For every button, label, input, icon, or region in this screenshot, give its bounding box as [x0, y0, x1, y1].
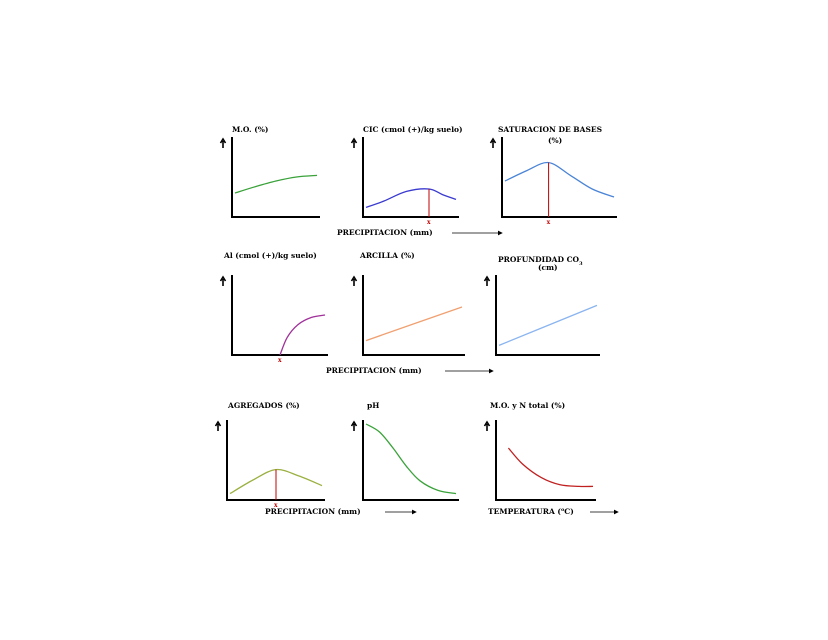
- chart-4-marker-label: x: [278, 357, 282, 364]
- up-arrow-icon: [219, 137, 227, 148]
- x-label-row3-left-text: PRECIPITACION (mm): [265, 507, 361, 516]
- chart-9-series-line: [507, 447, 594, 488]
- chart-3-series-line: [504, 161, 615, 198]
- chart-2-axes: [362, 137, 459, 218]
- up-arrow-icon: [350, 275, 358, 286]
- chart-3-subtitle: (%): [548, 136, 562, 145]
- chart-5-series-line: [365, 306, 463, 342]
- chart-7-marker-label: x: [274, 502, 278, 509]
- chart-9-axes: [495, 420, 596, 501]
- x-axis-label-row1: PRECIPITACION (mm): [337, 228, 503, 237]
- up-arrow-icon: [489, 137, 497, 148]
- chart-2-marker-label: x: [427, 219, 431, 226]
- chart-2-series-line: [365, 188, 457, 209]
- up-arrow-icon: [483, 420, 491, 431]
- chart-panel-3: SATURACION DE BASES (%) x: [489, 125, 617, 226]
- chart-panel-2: CIC (cmol (+)/kg suelo) x: [350, 125, 463, 226]
- x-axis-label-row3-left: PRECIPITACION (mm): [265, 507, 417, 516]
- chart-1-series-line: [234, 174, 318, 194]
- up-arrow-icon: [483, 275, 491, 286]
- chart-3-title: SATURACION DE BASES: [498, 125, 602, 134]
- chart-3-marker-label: x: [547, 219, 551, 226]
- chart-5-axes: [362, 275, 465, 356]
- x-label-row2-text: PRECIPITACION (mm): [326, 366, 422, 375]
- chart-panel-1: M.O. (%): [219, 125, 320, 218]
- up-arrow-icon: [214, 420, 222, 431]
- chart-4-series-line: [279, 314, 326, 356]
- chart-4-title: Al (cmol (+)/kg suelo): [223, 251, 317, 260]
- chart-panel-6: PROFUNDIDAD CO3(cm): [483, 255, 600, 356]
- up-arrow-icon: [350, 420, 358, 431]
- chart-8-title: pH: [367, 401, 379, 410]
- chart-panel-4: Al (cmol (+)/kg suelo) x: [219, 251, 328, 364]
- chart-7-title: AGREGADOS (%): [227, 401, 300, 410]
- chart-panel-7: AGREGADOS (%) x: [214, 401, 325, 509]
- chart-7-axes: [226, 420, 325, 501]
- x-axis-label-row2: PRECIPITACION (mm): [326, 366, 494, 375]
- chart-4-axes: [231, 275, 328, 356]
- up-arrow-icon: [219, 275, 227, 286]
- chart-6-subtitle: (cm): [538, 263, 558, 272]
- chart-2-title: CIC (cmol (+)/kg suelo): [363, 125, 463, 134]
- chart-8-axes: [362, 420, 459, 501]
- x-axis-label-row3-right: TEMPERATURA (oC): [488, 507, 619, 516]
- x-label-row3-right-text: TEMPERATURA (oC): [488, 507, 574, 516]
- chart-6-title-sub: 3: [579, 261, 583, 267]
- x-label-row1-text: PRECIPITACION (mm): [337, 228, 433, 237]
- up-arrow-icon: [350, 137, 358, 148]
- chart-3-axes: [501, 137, 617, 218]
- chart-panel-9: M.O. y N total (%): [483, 401, 596, 501]
- chart-5-title: ARCILLA (%): [359, 251, 415, 260]
- chart-6-axes: [495, 275, 600, 356]
- chart-panel-8: pH: [350, 401, 459, 501]
- chart-8-series-line: [365, 423, 457, 495]
- chart-1-title: M.O. (%): [232, 125, 268, 134]
- chart-6-series-line: [498, 304, 598, 347]
- chart-1-axes: [231, 137, 320, 218]
- chart-panel-5: ARCILLA (%): [350, 251, 465, 356]
- chart-9-title: M.O. y N total (%): [490, 401, 565, 410]
